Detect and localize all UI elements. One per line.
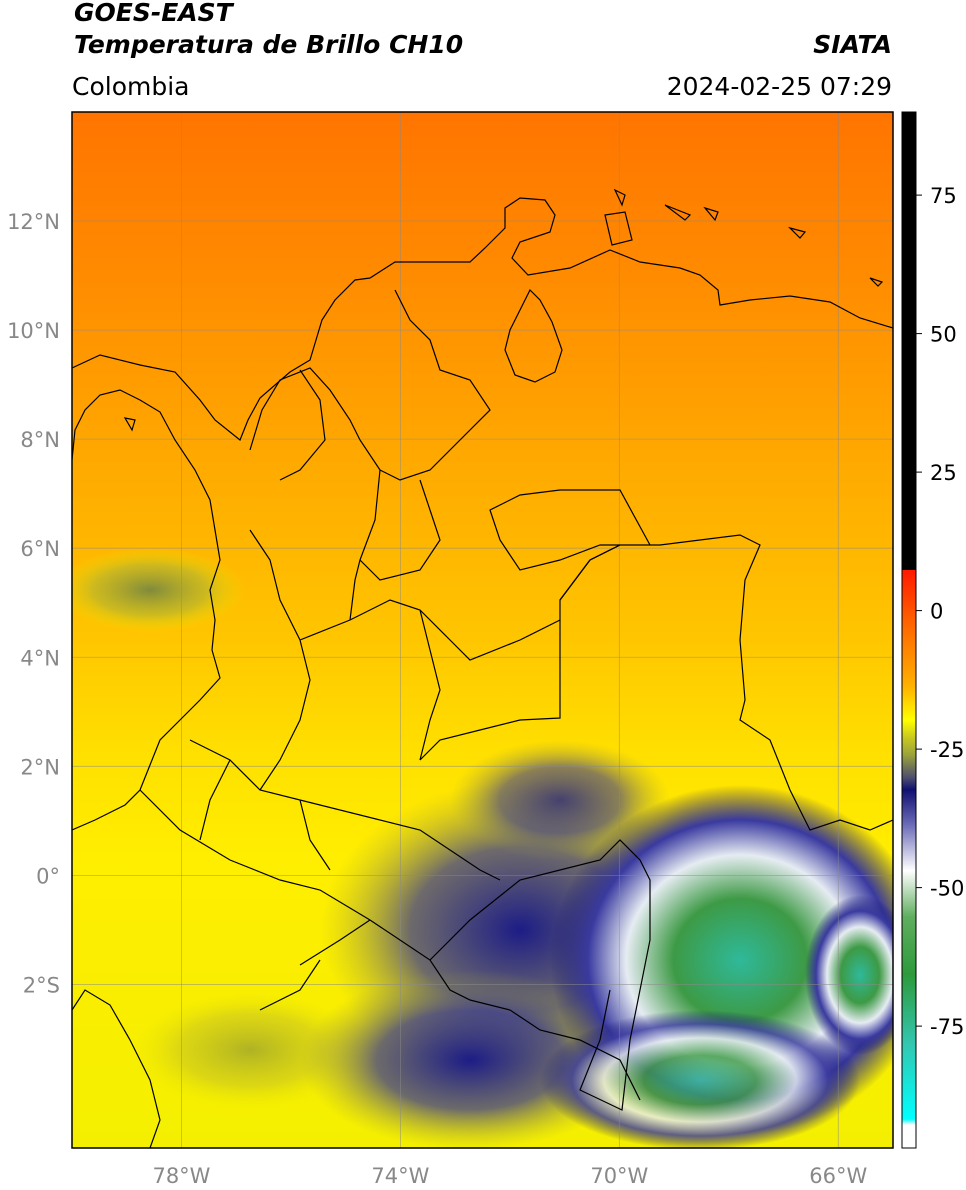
map-frame (71, 111, 894, 1149)
latitude-tick-label: 2°N (20, 755, 60, 779)
latitude-labels: 12°N 10°N 8°N 6°N 4°N 2°N 0° 2°S (7, 210, 60, 997)
depto-borders-south (189, 739, 501, 881)
colorbar: 75 50 25 0 -25 -50 -75 (901, 111, 964, 1149)
depto-borders-central (249, 529, 561, 791)
temperature-field (72, 112, 893, 1148)
title-satellite: GOES-EAST (74, 0, 233, 27)
colorbar-black-band (902, 112, 916, 570)
ecuador-coast (72, 989, 161, 1148)
longitude-tick-label: 78°W (152, 1164, 210, 1188)
caribbean-coastline (72, 197, 893, 441)
latitude-tick-label: 6°N (20, 537, 60, 561)
colorbar-tick-label: 50 (930, 323, 957, 347)
maracaibo-lake (504, 288, 563, 383)
latitude-tick-label: 12°N (7, 210, 60, 234)
latitude-tick-label: 0° (36, 864, 60, 888)
borders (72, 188, 893, 1148)
small-islands (123, 188, 884, 432)
brazil-peru-border (429, 839, 651, 1111)
title-product: Temperatura de Brillo CH10 (74, 30, 464, 59)
longitude-tick-label: 70°W (590, 1164, 648, 1188)
longitude-tick-label: 66°W (809, 1164, 867, 1188)
graticule (72, 112, 893, 1148)
peru-coast (259, 919, 371, 1011)
longitude-labels: 78°W 74°W 70°W 66°W (152, 1164, 867, 1188)
region-label: Colombia (72, 72, 190, 101)
depto-borders-north (249, 289, 491, 581)
timestamp-label: 2024-02-25 07:29 (666, 72, 892, 101)
latitude-tick-label: 8°N (20, 428, 60, 452)
latitude-tick-label: 10°N (7, 319, 60, 343)
colombia-east-border (419, 534, 893, 831)
colorbar-tick-label: -25 (930, 738, 964, 762)
pacific-coastline (72, 389, 221, 831)
source-label: SIATA (813, 30, 892, 59)
colorbar-tick-label: 75 (930, 184, 957, 208)
colorbar-tick-label: -50 (930, 877, 964, 901)
venezuela-internal (489, 489, 651, 601)
colorbar-gradient (902, 570, 916, 1148)
colorbar-frame (901, 111, 917, 1149)
longitude-tick-label: 74°W (371, 1164, 429, 1188)
latitude-tick-label: 4°N (20, 646, 60, 670)
colorbar-tick-label: 25 (930, 461, 957, 485)
colorbar-tick-label: 0 (930, 600, 943, 624)
colorbar-tick-label: -75 (930, 1015, 964, 1039)
latitude-tick-label: 2°S (23, 973, 60, 997)
